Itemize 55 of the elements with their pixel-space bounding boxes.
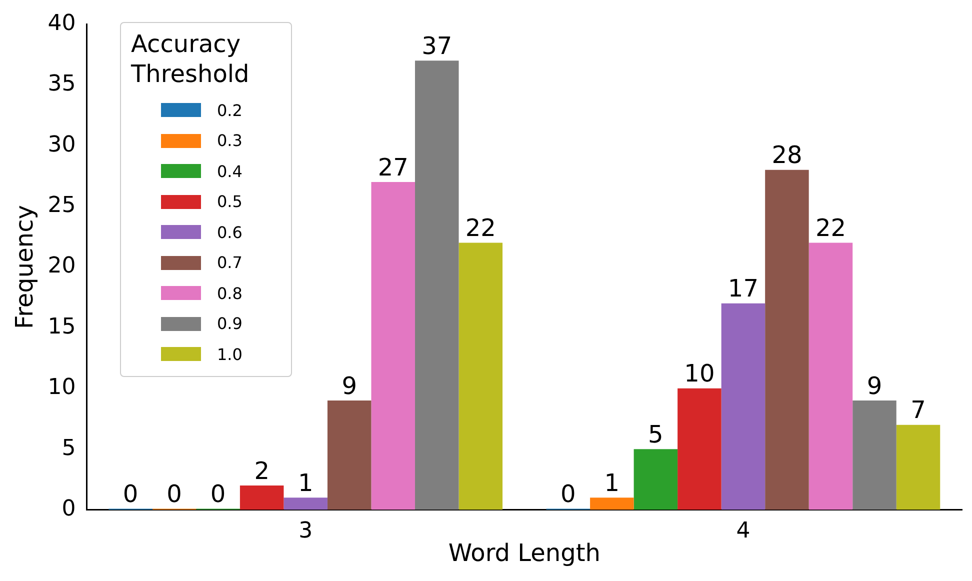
legend-label: 1.0 xyxy=(217,344,242,364)
y-tick-label: 40 xyxy=(48,10,76,36)
data-label: 10 xyxy=(684,360,715,388)
legend-label: 0.7 xyxy=(217,253,242,272)
bar xyxy=(327,400,372,510)
x-axis-title: Word Length xyxy=(448,538,600,567)
bar xyxy=(371,182,415,510)
data-label: 9 xyxy=(342,372,357,400)
bar xyxy=(414,60,459,510)
y-tick-label: 25 xyxy=(48,193,76,218)
data-label: 0 xyxy=(166,480,182,508)
y-tick-label: 0 xyxy=(62,496,76,522)
bar xyxy=(678,388,722,510)
data-label: 2 xyxy=(254,456,270,485)
data-label: 0 xyxy=(122,480,138,508)
y-tick-label: 15 xyxy=(48,314,76,340)
legend-label: 0.9 xyxy=(217,314,242,334)
data-label: 17 xyxy=(728,274,758,303)
y-tick-label: 20 xyxy=(48,254,76,279)
data-label: 0 xyxy=(210,480,226,508)
bar xyxy=(458,242,503,510)
bar xyxy=(896,424,940,510)
legend-label: 0.6 xyxy=(217,222,242,242)
bar xyxy=(852,400,896,510)
bar xyxy=(765,170,809,510)
y-tick-label: 5 xyxy=(62,436,76,461)
data-label: 22 xyxy=(815,214,846,242)
data-label: 37 xyxy=(422,32,452,60)
bar xyxy=(721,303,766,510)
legend-label: 0.2 xyxy=(217,100,242,120)
x-tick-label: 3 xyxy=(298,518,313,544)
y-tick-label: 30 xyxy=(48,132,76,158)
data-label: 28 xyxy=(772,141,802,170)
data-label: 27 xyxy=(378,153,408,182)
data-label: 0 xyxy=(560,480,576,508)
y-tick-label: 35 xyxy=(48,72,76,97)
bar xyxy=(808,242,853,510)
data-label: 1 xyxy=(604,468,620,497)
bar xyxy=(240,486,284,510)
bar xyxy=(284,498,328,510)
x-tick-label: 4 xyxy=(736,518,750,544)
legend-label: 0.3 xyxy=(217,131,242,150)
data-label: 9 xyxy=(866,372,882,400)
bar xyxy=(634,449,678,510)
legend-label: 0.8 xyxy=(217,284,242,303)
data-label: 1 xyxy=(298,468,314,497)
legend-title: Accuracy Threshold xyxy=(131,29,250,89)
data-label: 7 xyxy=(910,396,926,424)
legend-label: 0.4 xyxy=(217,162,242,181)
bar xyxy=(590,498,634,510)
data-label: 5 xyxy=(648,420,664,448)
y-axis-title: Frequency xyxy=(10,205,39,329)
data-label: 22 xyxy=(465,214,496,242)
y-tick-label: 10 xyxy=(48,375,76,400)
legend-label: 0.5 xyxy=(217,192,242,212)
